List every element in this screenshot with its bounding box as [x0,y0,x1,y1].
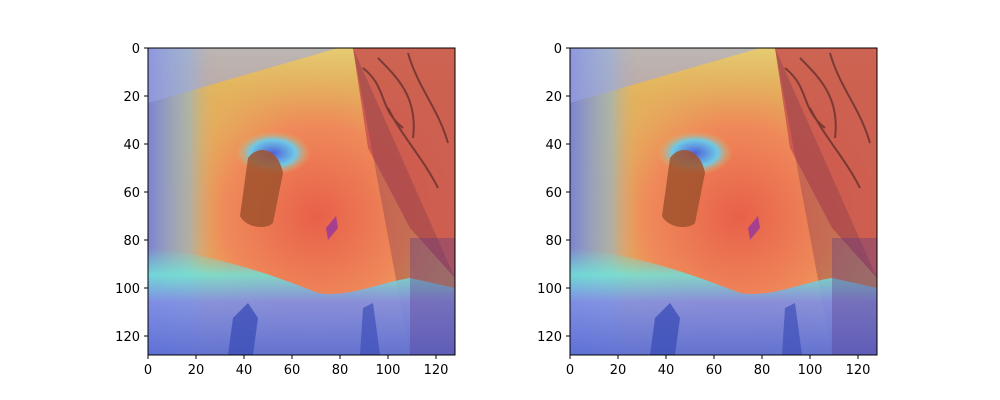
right-y-tick-label: 120 [537,330,562,345]
left-y-tick-label: 40 [123,138,140,153]
left-x-tick-label: 60 [284,363,301,378]
left-x-tick-label: 20 [188,363,205,378]
right-y-tick-label: 80 [545,234,562,249]
right-x-tick-label: 120 [846,363,871,378]
right-y-tick-label: 20 [545,90,562,105]
right-y-tick-label: 40 [545,138,562,153]
right-panel: 0 20 40 60 80 100 120 0 20 40 60 80 100 120 [537,42,878,378]
left-y-tick-label: 60 [123,186,140,201]
left-y-tick-label: 20 [123,90,140,105]
left-x-tick-label: 120 [424,363,449,378]
right-x-tick-label: 20 [610,363,627,378]
left-panel: 0 20 40 60 80 100 120 0 20 40 60 80 100 120 [115,42,456,378]
right-y-tick-label: 0 [554,42,562,57]
left-x-tick-label: 40 [236,363,253,378]
left-ticks: 0 20 40 60 80 100 120 0 20 40 60 80 100 120 [115,42,448,378]
left-x-tick-label: 80 [332,363,349,378]
left-y-tick-label: 100 [115,282,140,297]
right-x-tick-label: 80 [754,363,771,378]
right-heatmap-image [569,47,878,356]
right-x-tick-label: 0 [566,363,574,378]
left-y-tick-label: 0 [132,42,140,57]
left-y-tick-label: 120 [115,330,140,345]
left-y-tick-label: 80 [123,234,140,249]
left-heatmap-image [147,47,456,356]
right-x-tick-label: 100 [798,363,823,378]
right-y-tick-label: 60 [545,186,562,201]
right-axes-frame [569,47,878,356]
right-y-tick-label: 100 [537,282,562,297]
right-ticks: 0 20 40 60 80 100 120 0 20 40 60 80 100 120 [537,42,870,378]
left-x-tick-label: 0 [144,363,152,378]
left-axes-frame [147,47,456,356]
left-x-tick-label: 100 [376,363,401,378]
right-x-tick-label: 40 [658,363,675,378]
right-x-tick-label: 60 [706,363,723,378]
